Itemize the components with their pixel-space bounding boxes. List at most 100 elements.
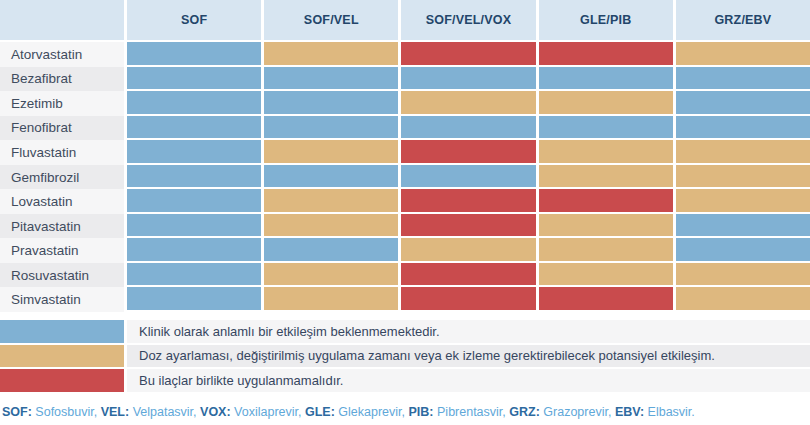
footnote-abbr: GLE: (305, 405, 335, 419)
matrix-cell (124, 140, 261, 165)
legend-row: Doz ayarlaması, değiştirilmiş uygulama z… (0, 345, 810, 370)
matrix-cell (261, 42, 398, 67)
footnote-drug-name: Grazoprevir, (543, 405, 611, 419)
row-label-simvastatin: Simvastatin (0, 287, 124, 312)
footnote-drug-name: Elbasvir. (648, 405, 695, 419)
matrix-cell (398, 238, 535, 263)
matrix-cell (673, 165, 810, 190)
table-row: Pitavastatin (0, 214, 810, 239)
row-label-ezetimib: Ezetimib (0, 91, 124, 116)
matrix-cell (536, 140, 673, 165)
row-label-pitavastatin: Pitavastatin (0, 214, 124, 239)
matrix-cell (261, 116, 398, 141)
column-header-grz-ebv: GRZ/EBV (673, 0, 810, 40)
column-header-sof: SOF (124, 0, 261, 40)
matrix-cell (536, 238, 673, 263)
interaction-matrix: AtorvastatinBezafibratEzetimibFenofibrat… (0, 42, 810, 312)
legend-swatch-none (0, 320, 124, 345)
abbreviation-footnote: SOF: Sofosbuvir, VEL: Velpatasvir, VOX: … (0, 404, 810, 421)
matrix-cell (261, 91, 398, 116)
matrix-cell (124, 165, 261, 190)
matrix-cell (536, 165, 673, 190)
footnote-drug-name: Glekaprevir, (338, 405, 405, 419)
footnote-abbr: GRZ: (509, 405, 540, 419)
legend-swatch-contraindicated (0, 369, 124, 394)
matrix-cell (398, 91, 535, 116)
matrix-cell (673, 91, 810, 116)
matrix-cell (536, 189, 673, 214)
matrix-cell (261, 287, 398, 312)
column-header-sof-vel-vox: SOF/VEL/VOX (398, 0, 535, 40)
matrix-cell (536, 263, 673, 288)
column-header-sof-vel: SOF/VEL (261, 0, 398, 40)
table-row: Simvastatin (0, 287, 810, 312)
matrix-cell (673, 287, 810, 312)
matrix-cell (124, 116, 261, 141)
matrix-cell (398, 42, 535, 67)
table-row: Atorvastatin (0, 42, 810, 67)
matrix-cell (673, 238, 810, 263)
legend-row: Bu ilaçlar birlikte uygulanmamalıdır. (0, 369, 810, 394)
table-row: Gemfibrozil (0, 165, 810, 190)
corner-cell (0, 0, 124, 40)
table-row: Fluvastatin (0, 140, 810, 165)
legend-swatch-potential (0, 345, 124, 370)
row-label-fenofibrat: Fenofibrat (0, 116, 124, 141)
matrix-cell (536, 116, 673, 141)
matrix-cell (398, 287, 535, 312)
matrix-cell (536, 42, 673, 67)
legend-label: Bu ilaçlar birlikte uygulanmamalıdır. (124, 369, 810, 394)
matrix-cell (673, 67, 810, 92)
matrix-cell (124, 214, 261, 239)
matrix-cell (124, 189, 261, 214)
table-row: Fenofibrat (0, 116, 810, 141)
matrix-cell (398, 214, 535, 239)
footnote-abbr: EBV: (615, 405, 644, 419)
footnote-drug-name: Pibrentasvir, (437, 405, 506, 419)
legend-row: Klinik olarak anlamlı bir etkileşim bekl… (0, 320, 810, 345)
matrix-cell (124, 238, 261, 263)
matrix-cell (536, 91, 673, 116)
table-row: Ezetimib (0, 91, 810, 116)
matrix-cell (398, 67, 535, 92)
matrix-cell (261, 214, 398, 239)
matrix-cell (673, 42, 810, 67)
matrix-cell (398, 116, 535, 141)
table-row: Lovastatin (0, 189, 810, 214)
footnote-drug-name: Sofosbuvir, (35, 405, 97, 419)
row-label-bezafibrat: Bezafibrat (0, 67, 124, 92)
footnote-abbr: PIB: (409, 405, 434, 419)
matrix-cell (124, 67, 261, 92)
matrix-cell (124, 42, 261, 67)
legend-label: Klinik olarak anlamlı bir etkileşim bekl… (124, 320, 810, 345)
row-label-lovastatin: Lovastatin (0, 189, 124, 214)
matrix-cell (398, 189, 535, 214)
matrix-cell (398, 140, 535, 165)
table-header-row: SOFSOF/VELSOF/VEL/VOXGLE/PIBGRZ/EBV (0, 0, 810, 40)
footnote-abbr: SOF: (2, 405, 32, 419)
row-label-pravastatin: Pravastatin (0, 238, 124, 263)
matrix-cell (124, 263, 261, 288)
table-row: Rosuvastatin (0, 263, 810, 288)
table-row: Pravastatin (0, 238, 810, 263)
drug-interaction-heatmap: SOFSOF/VELSOF/VEL/VOXGLE/PIBGRZ/EBV Ator… (0, 0, 810, 425)
matrix-cell (673, 189, 810, 214)
table-row: Bezafibrat (0, 67, 810, 92)
column-header-gle-pib: GLE/PIB (536, 0, 673, 40)
footnote-drug-name: Velpatasvir, (133, 405, 197, 419)
row-label-fluvastatin: Fluvastatin (0, 140, 124, 165)
footnote-abbr: VOX: (200, 405, 231, 419)
matrix-cell (673, 263, 810, 288)
matrix-cell (398, 263, 535, 288)
matrix-cell (261, 67, 398, 92)
matrix-cell (673, 140, 810, 165)
matrix-cell (261, 238, 398, 263)
matrix-cell (124, 287, 261, 312)
matrix-cell (536, 214, 673, 239)
row-label-gemfibrozil: Gemfibrozil (0, 165, 124, 190)
matrix-cell (673, 214, 810, 239)
legend: Klinik olarak anlamlı bir etkileşim bekl… (0, 320, 810, 394)
footnote-abbr: VEL: (101, 405, 129, 419)
matrix-cell (261, 140, 398, 165)
matrix-cell (398, 165, 535, 190)
